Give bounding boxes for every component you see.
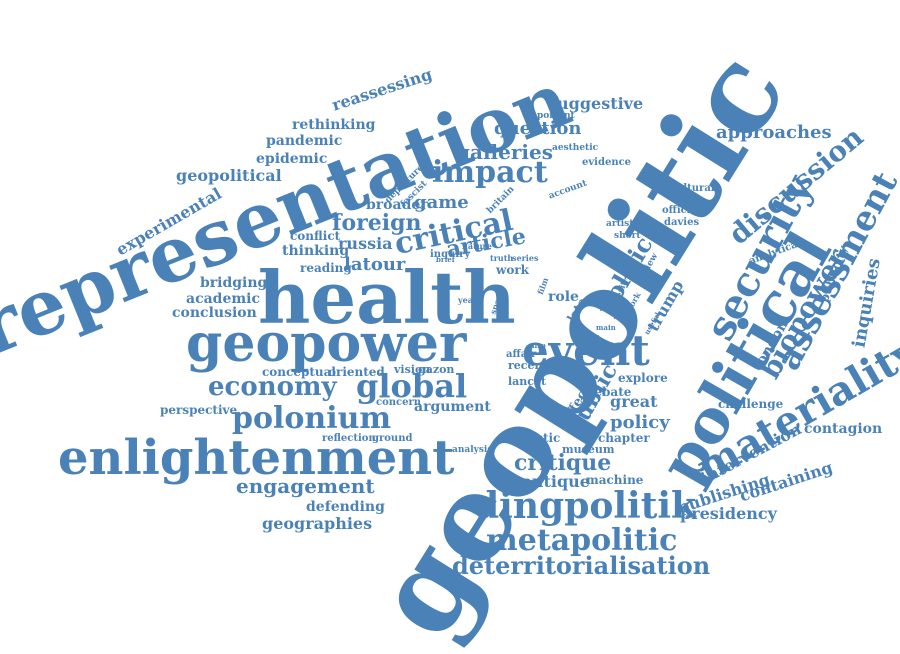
word-work: work bbox=[496, 263, 529, 277]
word-debate: debate bbox=[586, 385, 632, 399]
word-defending: defending bbox=[306, 499, 385, 515]
word-nature: nature bbox=[462, 241, 492, 251]
word-lancet: lancet bbox=[508, 375, 547, 388]
word-polonium: polonium bbox=[232, 401, 392, 436]
word-perspective: perspective bbox=[160, 403, 238, 417]
word-analysis: analysis bbox=[452, 445, 493, 455]
word-policy: policy bbox=[610, 412, 670, 433]
word-ground: ground bbox=[372, 433, 413, 444]
word-foreign: foreign bbox=[332, 210, 422, 236]
word-academic: academic bbox=[186, 291, 261, 307]
word-conclusion: conclusion bbox=[172, 305, 257, 321]
word-thinking: thinking bbox=[282, 243, 350, 259]
word-suggestive: suggestive bbox=[548, 94, 644, 113]
word-approaches: approaches bbox=[716, 122, 832, 143]
word-broader: broader bbox=[366, 197, 428, 213]
word-recent: recent bbox=[508, 359, 548, 372]
word-pandemic: pandemic bbox=[266, 133, 343, 149]
word-truth: truth bbox=[490, 253, 514, 263]
word-short: short bbox=[614, 231, 641, 241]
word-presidency: presidency bbox=[680, 504, 777, 523]
word-contagion: contagion bbox=[804, 421, 883, 437]
word-davies: davies bbox=[664, 217, 700, 228]
word-metapolitic: metapolitic bbox=[486, 523, 678, 558]
word-question: question bbox=[494, 118, 582, 139]
word-challenge: challenge bbox=[718, 397, 784, 411]
word-role: role bbox=[548, 289, 579, 305]
word-reflection: reflection bbox=[322, 433, 376, 444]
word-museum: museum bbox=[562, 443, 615, 456]
word-great: great bbox=[610, 392, 658, 411]
word-critique: critique bbox=[514, 450, 612, 476]
word-saron: saron bbox=[572, 333, 601, 343]
word-geopower: geopower bbox=[186, 313, 467, 374]
word-also: also bbox=[530, 341, 546, 350]
word-game: game bbox=[414, 192, 469, 213]
word-oriented: oriented bbox=[328, 365, 385, 379]
word-aesthetic: aesthetic bbox=[552, 143, 599, 153]
word-enlightenment: enlightenment bbox=[58, 430, 455, 486]
word-argument: argument bbox=[414, 399, 491, 415]
word-cultural: cultural bbox=[670, 183, 715, 194]
word-bridging: bridging bbox=[200, 275, 268, 291]
word-chapter: chapter bbox=[598, 431, 650, 445]
word-geopolitical: geopolitical bbox=[176, 166, 282, 185]
word-boutique: boutique bbox=[510, 472, 590, 491]
word-engagement: engagement bbox=[236, 474, 375, 498]
word-latour: latour bbox=[344, 254, 406, 275]
word-place: place bbox=[624, 271, 645, 280]
word-affair: affair bbox=[506, 349, 537, 360]
word-conceptual: conceptual bbox=[262, 365, 336, 379]
word-explore: explore bbox=[618, 371, 668, 385]
word-inquiry: inquiry bbox=[430, 249, 471, 260]
word-health: health bbox=[258, 255, 516, 340]
word-rethinking: rethinking bbox=[292, 117, 376, 133]
word-main: main bbox=[596, 323, 616, 332]
word-year: year bbox=[458, 295, 478, 305]
word-concern: concern bbox=[376, 397, 422, 408]
word-brief: brief bbox=[436, 255, 455, 264]
word-official: official bbox=[662, 205, 701, 216]
word-russia: russia bbox=[338, 234, 393, 253]
word-geographies: geographies bbox=[262, 514, 373, 533]
word-impact: impact bbox=[432, 155, 548, 190]
word-epidemic: epidemic bbox=[256, 151, 328, 167]
word-conflict: conflict bbox=[290, 229, 341, 243]
word-economy: economy bbox=[208, 372, 337, 402]
word-dingpolitik: dingpolitik bbox=[474, 485, 696, 527]
word-evidence: evidence bbox=[582, 157, 632, 168]
word-important: important bbox=[524, 111, 575, 121]
word-deterritorialisation: deterritorialisation bbox=[452, 551, 711, 580]
word-series: series bbox=[512, 253, 539, 263]
word-artistic: artistic bbox=[512, 431, 561, 445]
word-artist: artist bbox=[606, 219, 634, 229]
word-gazon: gazon bbox=[418, 363, 455, 376]
word-galleries: galleries bbox=[456, 140, 553, 164]
word-account: account bbox=[547, 178, 589, 202]
word-reading: reading bbox=[300, 261, 352, 275]
word-vision: vision bbox=[394, 363, 431, 376]
word-machine: machine bbox=[586, 473, 644, 487]
word-global: global bbox=[356, 367, 468, 405]
word-event: event bbox=[522, 326, 650, 375]
